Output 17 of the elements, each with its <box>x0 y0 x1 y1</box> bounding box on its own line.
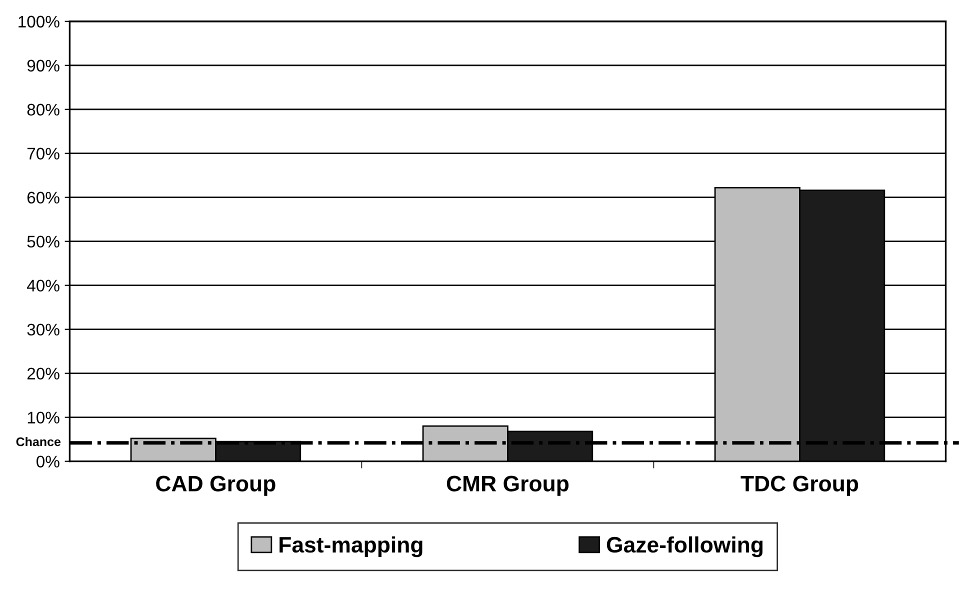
y-tick-label: 10% <box>28 412 60 424</box>
y-tick-label: 50% <box>27 236 60 248</box>
x-tick-label: TDC Group <box>740 476 858 496</box>
legend-label: Fast-mapping <box>280 536 422 558</box>
y-tick-label: 20% <box>27 368 60 380</box>
y-tick-label: 40% <box>27 280 60 292</box>
legend-label: Gaze-following <box>606 536 763 558</box>
y-tick-label: 0% <box>36 456 60 468</box>
y-tick-label: 90% <box>27 60 60 72</box>
y-tick-label: 70% <box>27 148 60 160</box>
y-tick-label: 30% <box>27 324 60 336</box>
y-tick-label: 80% <box>27 104 60 116</box>
x-tick-label: CAD Group <box>156 476 276 496</box>
y-tick-label: 60% <box>27 192 60 204</box>
y-tick-label: 100% <box>18 16 60 28</box>
ref-line-label: Chance <box>16 437 61 446</box>
x-tick-label: CMR Group <box>446 476 569 496</box>
